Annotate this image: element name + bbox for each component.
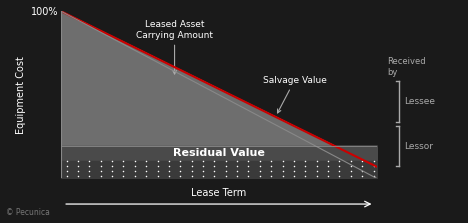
Text: Received
by: Received by	[388, 57, 426, 76]
Text: Lease Term: Lease Term	[191, 188, 247, 198]
Y-axis label: Equipment Cost: Equipment Cost	[16, 56, 26, 134]
Text: Lessee: Lessee	[404, 97, 435, 106]
Text: © Pecunica: © Pecunica	[6, 209, 50, 217]
Text: Residual Value: Residual Value	[173, 148, 265, 158]
Text: Salvage Value: Salvage Value	[263, 76, 327, 113]
Text: Leased Asset
Carrying Amount: Leased Asset Carrying Amount	[136, 20, 213, 74]
Text: Lessor: Lessor	[404, 142, 433, 151]
